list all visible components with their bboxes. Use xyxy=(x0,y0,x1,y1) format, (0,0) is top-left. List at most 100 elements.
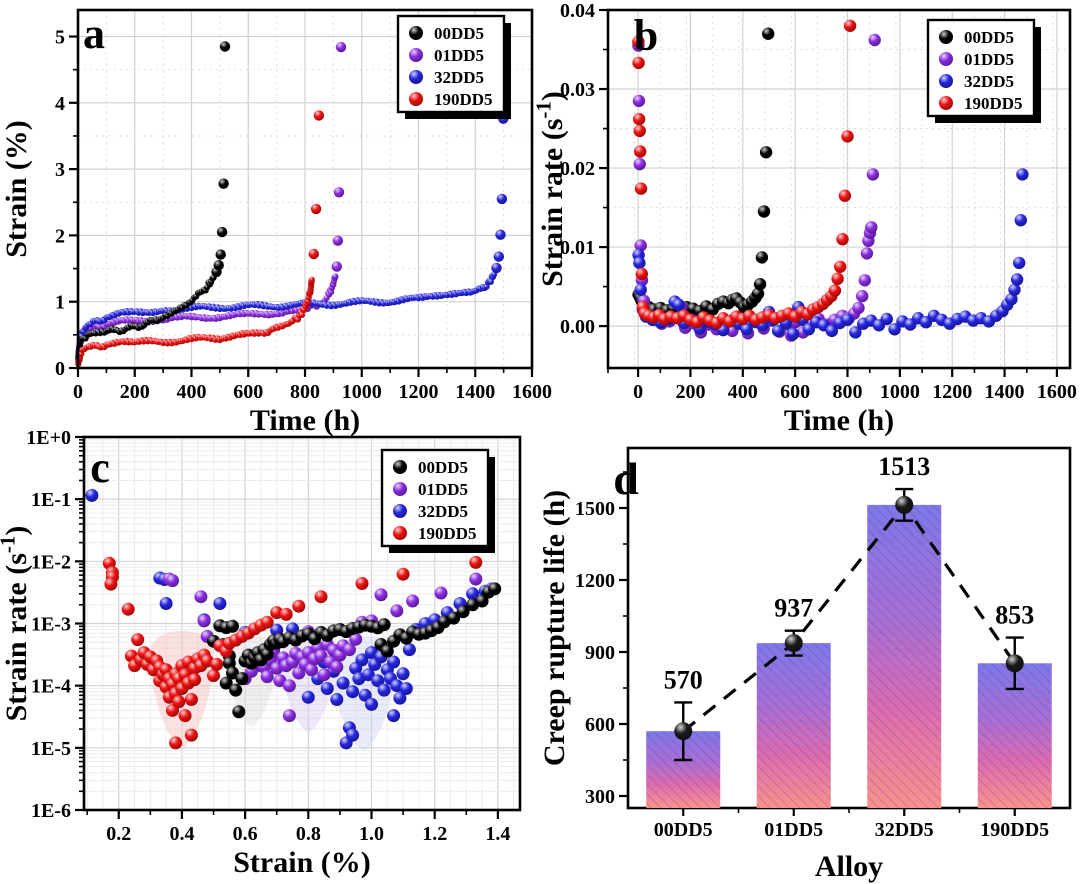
errorbar-190DD5 xyxy=(1005,636,1024,691)
svg-text:01DD5: 01DD5 xyxy=(964,50,1014,69)
x-axis-label: Alloy xyxy=(815,850,883,883)
svg-text:1200: 1200 xyxy=(932,381,972,403)
legend-marker-190DD5 xyxy=(393,526,407,540)
legend-item-32DD5: 32DD5 xyxy=(393,502,468,521)
series-190DD5 xyxy=(102,555,483,750)
legend-marker-01DD5 xyxy=(409,48,423,62)
panel-letter-b: b xyxy=(634,11,658,60)
legend-item-01DD5: 01DD5 xyxy=(939,50,1014,69)
svg-text:0: 0 xyxy=(73,381,83,403)
svg-text:0.02: 0.02 xyxy=(560,158,595,180)
svg-text:1600: 1600 xyxy=(1037,381,1077,403)
svg-text:0: 0 xyxy=(633,381,643,403)
legend: 00DD5 01DD5 32DD5 190DD5 xyxy=(926,18,1041,123)
legend-marker-00DD5 xyxy=(939,30,953,44)
panel-c-strainrate-vs-strain: 0.2 0.4 0.6 0.8 1.0 1.2 1.4 1E+0 1E-1 1E-2 1E-3 1E-… xyxy=(0,427,522,879)
svg-text:01DD5: 01DD5 xyxy=(434,46,484,65)
series-00DD5 xyxy=(632,27,775,318)
category-label-01DD5: 01DD5 xyxy=(764,819,823,841)
svg-text:600: 600 xyxy=(233,381,263,403)
panel-d-creep-rupture-life-bars: 570 00DD5 937 01DD5 1513 32DD5 853 190DD5 300 600… xyxy=(538,446,1072,883)
legend-item-01DD5: 01DD5 xyxy=(409,46,484,65)
svg-text:0.00: 0.00 xyxy=(560,316,595,338)
svg-text:1E-4: 1E-4 xyxy=(31,676,71,698)
x-axis-label: Time (h) xyxy=(250,404,360,437)
svg-text:1E-6: 1E-6 xyxy=(31,800,71,822)
value-label-190DD5: 853 xyxy=(995,601,1034,630)
errorbar-00DD5 xyxy=(674,701,693,762)
errorbar-01DD5 xyxy=(784,629,803,657)
svg-text:600: 600 xyxy=(585,714,615,736)
mean-marker-32DD5 xyxy=(895,495,914,514)
svg-text:1500: 1500 xyxy=(575,498,615,520)
svg-text:1.0: 1.0 xyxy=(359,823,384,845)
svg-text:3: 3 xyxy=(55,159,65,181)
panel-letter-c: c xyxy=(90,443,110,492)
panel-a-strain-vs-time: 0 200 400 600 800 1000 1200 1400 1600 0 1 2 3 4 5 Time … xyxy=(0,8,552,437)
legend-marker-01DD5 xyxy=(393,482,407,496)
svg-text:1.4: 1.4 xyxy=(485,823,510,845)
legend-marker-00DD5 xyxy=(393,460,407,474)
x-axis-label: Time (h) xyxy=(784,404,894,437)
mean-marker-00DD5 xyxy=(674,722,693,741)
svg-text:0.8: 0.8 xyxy=(296,823,321,845)
svg-text:01DD5: 01DD5 xyxy=(418,480,468,499)
svg-text:0.04: 0.04 xyxy=(560,0,595,22)
svg-text:32DD5: 32DD5 xyxy=(418,502,468,521)
svg-text:1400: 1400 xyxy=(455,381,495,403)
svg-text:900: 900 xyxy=(585,642,615,664)
legend: 00DD5 01DD5 32DD5 190DD5 xyxy=(380,448,495,553)
legend-marker-32DD5 xyxy=(393,504,407,518)
legend-marker-190DD5 xyxy=(939,96,953,110)
legend-item-32DD5: 32DD5 xyxy=(409,68,484,87)
y-axis-label: Strain rate (s-1) xyxy=(0,526,33,722)
legend-item-00DD5: 00DD5 xyxy=(393,458,468,477)
svg-text:400: 400 xyxy=(177,381,207,403)
svg-text:00DD5: 00DD5 xyxy=(418,458,468,477)
value-label-00DD5: 570 xyxy=(664,665,703,694)
panel-letter-a: a xyxy=(83,9,105,58)
svg-text:0.4: 0.4 xyxy=(169,823,194,845)
svg-text:32DD5: 32DD5 xyxy=(434,68,484,87)
series-190DD5 xyxy=(632,19,857,330)
svg-text:0.03: 0.03 xyxy=(560,79,595,101)
svg-text:1E-1: 1E-1 xyxy=(31,489,71,511)
x-axis-label: Strain (%) xyxy=(233,846,371,879)
legend-item-32DD5: 32DD5 xyxy=(939,72,1014,91)
legend-marker-32DD5 xyxy=(939,74,953,88)
value-label-01DD5: 937 xyxy=(774,594,813,623)
svg-text:1E+0: 1E+0 xyxy=(26,427,71,449)
svg-text:2: 2 xyxy=(55,225,65,247)
plot-frame xyxy=(606,8,1072,370)
svg-text:600: 600 xyxy=(780,381,810,403)
svg-text:0.6: 0.6 xyxy=(233,823,258,845)
svg-text:400: 400 xyxy=(728,381,758,403)
y-axis-label: Strain rate (s-1) xyxy=(532,91,569,287)
svg-text:190DD5: 190DD5 xyxy=(418,524,477,543)
legend-marker-00DD5 xyxy=(409,26,423,40)
svg-text:0: 0 xyxy=(55,358,65,380)
svg-text:1600: 1600 xyxy=(512,381,552,403)
y-axis-label: Creep rupture life (h) xyxy=(538,490,571,766)
category-label-190DD5: 190DD5 xyxy=(980,819,1049,841)
svg-text:800: 800 xyxy=(290,381,320,403)
svg-text:1000: 1000 xyxy=(342,381,382,403)
bar-00DD5 xyxy=(646,731,721,808)
bar-01DD5 xyxy=(756,643,831,808)
legend-item-00DD5: 00DD5 xyxy=(409,24,484,43)
legend-item-190DD5: 190DD5 xyxy=(409,90,493,109)
svg-text:1400: 1400 xyxy=(985,381,1025,403)
svg-text:1E-3: 1E-3 xyxy=(31,614,71,636)
bar-32DD5 xyxy=(867,504,942,808)
legend-item-00DD5: 00DD5 xyxy=(939,28,1014,47)
svg-text:190DD5: 190DD5 xyxy=(964,94,1023,113)
legend-marker-190DD5 xyxy=(409,92,423,106)
value-label-32DD5: 1513 xyxy=(878,452,930,481)
panel-letter-d: d xyxy=(613,453,639,504)
series-190DD5 xyxy=(75,110,325,367)
svg-text:0.2: 0.2 xyxy=(106,823,131,845)
category-label-00DD5: 00DD5 xyxy=(654,819,713,841)
svg-text:1.2: 1.2 xyxy=(422,823,447,845)
panel-b-strainrate-vs-time: 0 200 400 600 800 1000 1200 1400 1600 0.00 0.01 0.0… xyxy=(532,0,1077,437)
